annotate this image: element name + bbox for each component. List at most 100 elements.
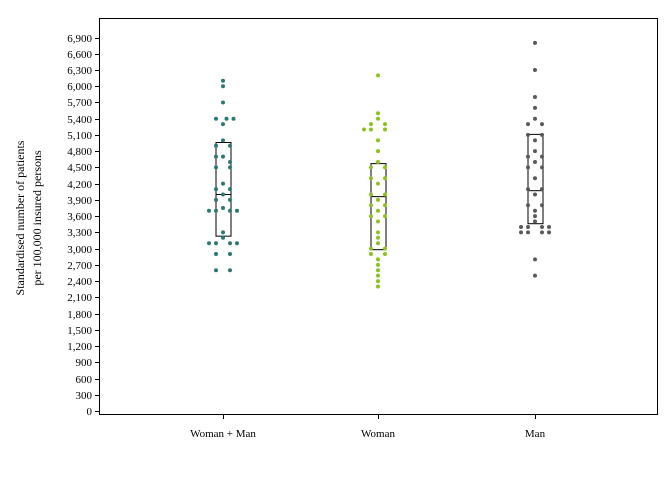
- y-tick-label: 900: [76, 357, 93, 369]
- y-tick-label: 4,200: [67, 179, 92, 191]
- y-tick-label: 3,000: [67, 244, 92, 256]
- data-point: [214, 268, 218, 273]
- data-point: [228, 187, 232, 192]
- data-point: [526, 132, 530, 137]
- data-point: [533, 176, 537, 181]
- data-point: [540, 122, 544, 127]
- data-point: [235, 208, 239, 213]
- data-point: [221, 122, 225, 127]
- data-point: [221, 138, 225, 143]
- data-point: [369, 127, 373, 132]
- data-point: [526, 187, 530, 192]
- data-point: [369, 203, 373, 208]
- data-point: [376, 279, 380, 284]
- y-tick-label: 6,300: [67, 65, 92, 77]
- data-point: [376, 181, 380, 186]
- data-point: [221, 100, 225, 105]
- y-axis: 0 300 600 900 1,200 1,500 1,800 2,100 2,400 2,700…: [67, 33, 100, 418]
- data-point: [533, 105, 537, 110]
- data-point: [221, 154, 225, 159]
- data-point: [383, 252, 387, 257]
- data-point: [228, 252, 232, 257]
- data-point: [221, 235, 225, 240]
- data-point: [540, 187, 544, 192]
- data-point: [540, 132, 544, 137]
- data-point: [547, 230, 551, 235]
- data-point: [376, 219, 380, 224]
- data-point: [376, 160, 380, 164]
- data-point: [376, 116, 380, 121]
- data-point: [547, 224, 551, 229]
- data-point: [214, 197, 218, 202]
- data-point: [526, 165, 530, 170]
- data-point: [533, 192, 537, 197]
- y-tick-label: 5,400: [67, 114, 92, 126]
- data-point: [383, 246, 387, 251]
- data-point: [519, 230, 523, 235]
- y-tick-label: 1,200: [67, 341, 92, 353]
- data-point: [526, 224, 530, 229]
- data-point: [376, 208, 380, 213]
- data-point: [369, 192, 373, 197]
- data-point: [376, 235, 380, 240]
- data-point: [369, 122, 373, 127]
- data-point: [207, 208, 211, 213]
- y-tick-label: 300: [76, 390, 93, 402]
- data-point: [369, 252, 373, 257]
- data-point: [533, 95, 537, 100]
- x-axis: Woman + Man Woman Man: [190, 414, 546, 440]
- y-tick-label: 3,900: [67, 195, 92, 207]
- y-tick-label: 6,900: [67, 33, 92, 45]
- data-point: [221, 206, 225, 211]
- point-layer: [207, 40, 551, 289]
- data-point: [228, 160, 232, 164]
- data-point: [533, 67, 537, 72]
- data-point: [533, 138, 537, 143]
- data-point: [221, 192, 225, 197]
- data-point: [533, 257, 537, 262]
- data-point: [214, 252, 218, 257]
- data-point: [224, 116, 229, 121]
- data-point: [526, 203, 530, 208]
- data-point: [383, 214, 387, 219]
- data-point: [221, 78, 225, 83]
- data-point: [533, 214, 537, 219]
- x-tick-label: Woman + Man: [190, 428, 256, 440]
- data-point: [526, 122, 530, 127]
- data-point: [214, 154, 218, 159]
- x-tick-label: Man: [525, 428, 546, 440]
- data-point: [540, 230, 544, 235]
- data-point: [383, 165, 387, 170]
- data-point: [526, 230, 530, 235]
- data-point: [369, 246, 373, 251]
- data-point: [383, 127, 387, 132]
- data-point: [383, 176, 387, 181]
- data-point: [228, 241, 232, 246]
- y-tick-label: 2,100: [67, 292, 92, 304]
- data-point: [369, 214, 373, 219]
- y-tick-label: 1,800: [67, 309, 92, 321]
- data-point: [526, 154, 530, 159]
- data-point: [376, 149, 380, 154]
- data-point: [533, 40, 537, 45]
- data-point: [376, 73, 380, 78]
- data-point: [228, 165, 232, 170]
- data-point: [376, 268, 380, 273]
- data-point: [533, 208, 537, 213]
- iqr-box: [527, 133, 544, 225]
- data-point: [376, 257, 380, 262]
- y-tick-label: 1,500: [67, 325, 92, 337]
- data-point: [533, 116, 537, 121]
- y-axis-title-line-1: Standardised number of patients: [13, 140, 27, 295]
- data-point: [221, 84, 225, 89]
- data-point: [383, 122, 387, 127]
- data-point: [533, 149, 537, 154]
- data-point: [214, 241, 218, 246]
- data-point: [533, 219, 537, 224]
- data-point: [214, 165, 218, 170]
- data-point: [376, 111, 380, 116]
- data-point: [221, 230, 225, 235]
- data-point: [214, 208, 218, 213]
- data-point: [540, 154, 544, 159]
